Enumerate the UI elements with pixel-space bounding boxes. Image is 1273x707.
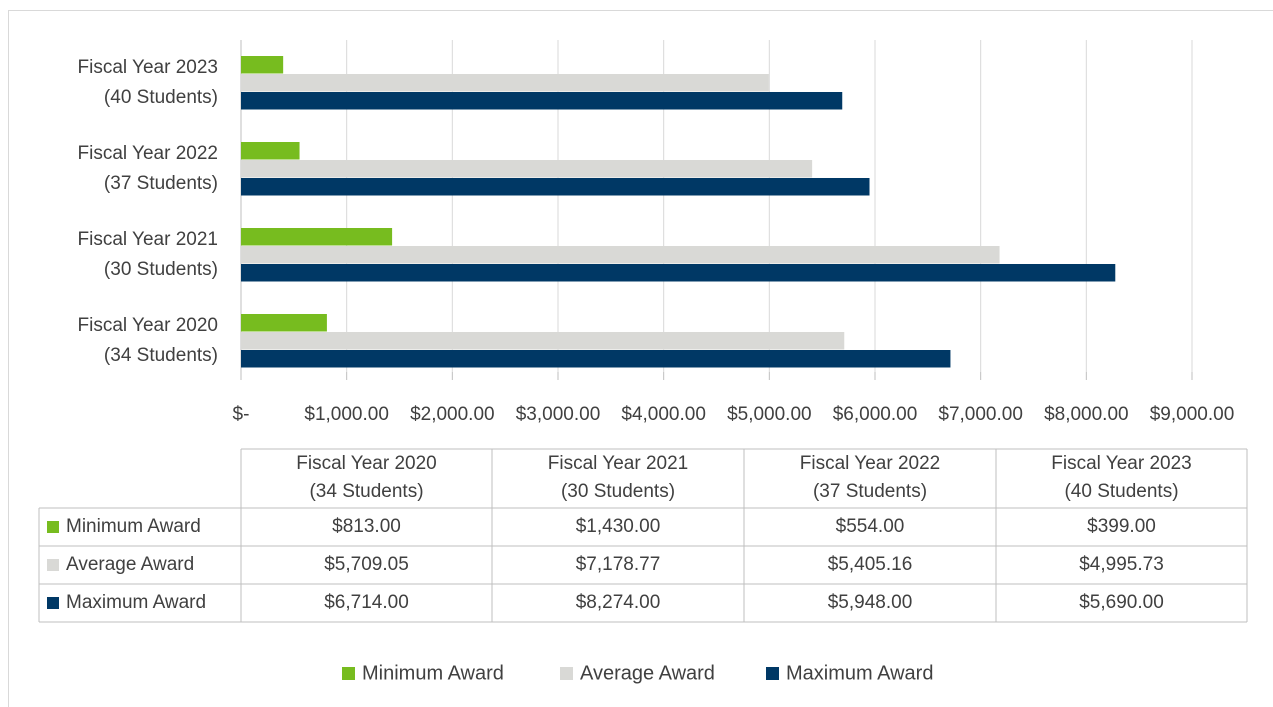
bar xyxy=(241,350,951,368)
table-row-label: Maximum Award xyxy=(66,592,206,613)
table-cell: $813.00 xyxy=(332,516,401,537)
x-tick-label: $9,000.00 xyxy=(1150,404,1235,425)
table-cell: $554.00 xyxy=(836,516,905,537)
chart-border xyxy=(8,10,1273,707)
table-header: (34 Students) xyxy=(309,481,423,502)
table-cell: $5,709.05 xyxy=(324,554,409,575)
bar xyxy=(241,160,813,178)
y-tick-label: Fiscal Year 2023 xyxy=(78,57,219,78)
x-tick-label: $7,000.00 xyxy=(938,404,1023,425)
x-tick-label: $1,000.00 xyxy=(304,404,389,425)
bar xyxy=(241,142,300,160)
bar xyxy=(241,264,1116,282)
y-tick-label: Fiscal Year 2022 xyxy=(78,143,219,164)
table-cell: $5,948.00 xyxy=(828,592,913,613)
table-cell: $8,274.00 xyxy=(576,592,661,613)
legend-swatch xyxy=(342,667,355,680)
table-header: Fiscal Year 2020 xyxy=(296,453,437,474)
legend-label: Minimum Award xyxy=(362,662,504,684)
bar xyxy=(241,246,1000,264)
x-tick-label: $8,000.00 xyxy=(1044,404,1129,425)
table-cell: $5,690.00 xyxy=(1079,592,1164,613)
table-cell: $399.00 xyxy=(1087,516,1156,537)
legend-swatch xyxy=(47,559,59,571)
x-tick-label: $5,000.00 xyxy=(727,404,812,425)
bar xyxy=(241,228,393,246)
x-tick-label: $6,000.00 xyxy=(833,404,918,425)
table-header: Fiscal Year 2021 xyxy=(548,453,689,474)
table-header: (40 Students) xyxy=(1064,481,1178,502)
x-tick-label: $3,000.00 xyxy=(516,404,601,425)
y-tick-label: (30 Students) xyxy=(104,259,218,280)
table-cell: $1,430.00 xyxy=(576,516,661,537)
table-header: Fiscal Year 2022 xyxy=(800,453,941,474)
table-header: (37 Students) xyxy=(813,481,927,502)
bar xyxy=(241,332,845,350)
y-tick-label: (34 Students) xyxy=(104,345,218,366)
legend-swatch xyxy=(560,667,573,680)
table-header: Fiscal Year 2023 xyxy=(1051,453,1192,474)
x-tick-label: $- xyxy=(233,404,250,425)
bar xyxy=(241,314,327,332)
bar xyxy=(241,92,843,110)
table-cell: $4,995.73 xyxy=(1079,554,1164,575)
table-cell: $7,178.77 xyxy=(576,554,661,575)
x-tick-label: $4,000.00 xyxy=(621,404,706,425)
y-tick-label: Fiscal Year 2021 xyxy=(78,229,219,250)
table-row-label: Minimum Award xyxy=(66,516,201,537)
x-tick-label: $2,000.00 xyxy=(410,404,495,425)
legend-swatch xyxy=(47,597,59,609)
table-row-label: Average Award xyxy=(66,554,194,575)
bar xyxy=(241,56,284,74)
legend-swatch xyxy=(766,667,779,680)
legend-label: Average Award xyxy=(580,662,715,684)
bar xyxy=(241,178,870,196)
table-cell: $6,714.00 xyxy=(324,592,409,613)
y-tick-label: (37 Students) xyxy=(104,173,218,194)
bar xyxy=(241,74,769,92)
legend-label: Maximum Award xyxy=(786,662,933,684)
table-header: (30 Students) xyxy=(561,481,675,502)
y-tick-label: (40 Students) xyxy=(104,87,218,108)
legend-swatch xyxy=(47,521,59,533)
y-tick-label: Fiscal Year 2020 xyxy=(78,315,219,336)
table-cell: $5,405.16 xyxy=(828,554,913,575)
